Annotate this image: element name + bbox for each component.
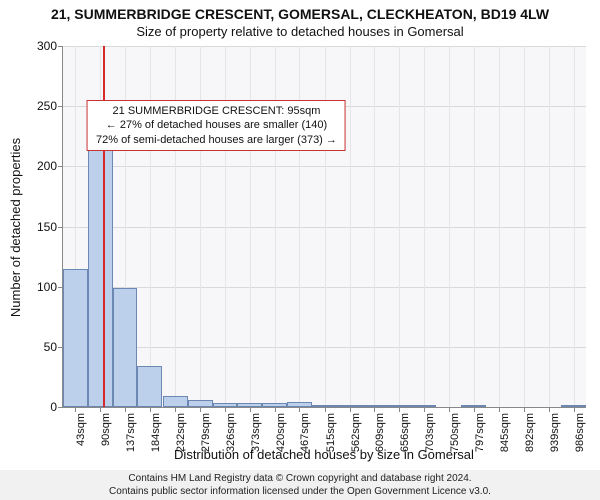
y-tick-label: 0 bbox=[17, 400, 63, 414]
annotation-line: ← 27% of detached houses are smaller (14… bbox=[96, 118, 337, 132]
x-tick-label: 90sqm bbox=[100, 413, 112, 446]
x-tick-mark bbox=[325, 407, 326, 412]
gridline-vertical bbox=[424, 46, 425, 407]
histogram-bar bbox=[137, 366, 162, 407]
x-tick-mark bbox=[549, 407, 550, 412]
x-tick-mark bbox=[299, 407, 300, 412]
histogram-bar bbox=[113, 288, 138, 407]
x-tick-label: 43sqm bbox=[75, 413, 87, 446]
x-tick-mark bbox=[250, 407, 251, 412]
x-tick-mark bbox=[474, 407, 475, 412]
x-tick-mark bbox=[399, 407, 400, 412]
histogram-bar bbox=[63, 269, 88, 407]
x-tick-mark bbox=[200, 407, 201, 412]
gridline-vertical bbox=[474, 46, 475, 407]
x-axis-label: Distribution of detached houses by size … bbox=[62, 447, 586, 462]
x-tick-mark bbox=[75, 407, 76, 412]
annotation-line: 21 SUMMERBRIDGE CRESCENT: 95sqm bbox=[96, 104, 337, 118]
x-tick-mark bbox=[150, 407, 151, 412]
x-tick-mark bbox=[100, 407, 101, 412]
y-tick-label: 300 bbox=[17, 39, 63, 53]
chart-title: 21, SUMMERBRIDGE CRESCENT, GOMERSAL, CLE… bbox=[0, 6, 600, 22]
y-tick-label: 200 bbox=[17, 159, 63, 173]
gridline-vertical bbox=[574, 46, 575, 407]
y-tick-label: 100 bbox=[17, 280, 63, 294]
histogram-bar bbox=[88, 121, 113, 407]
gridline-vertical bbox=[374, 46, 375, 407]
x-tick-mark bbox=[125, 407, 126, 412]
histogram-bar bbox=[362, 405, 387, 407]
annotation-line: 72% of semi-detached houses are larger (… bbox=[96, 133, 337, 147]
gridline-vertical bbox=[449, 46, 450, 407]
histogram-bar bbox=[461, 405, 486, 407]
gridline-vertical bbox=[549, 46, 550, 407]
x-tick-mark bbox=[275, 407, 276, 412]
histogram-bar bbox=[163, 396, 188, 407]
annotation-box: 21 SUMMERBRIDGE CRESCENT: 95sqm← 27% of … bbox=[87, 100, 346, 151]
x-tick-mark bbox=[424, 407, 425, 412]
gridline-vertical bbox=[524, 46, 525, 407]
x-tick-mark bbox=[374, 407, 375, 412]
histogram-bar bbox=[237, 403, 262, 407]
x-tick-mark bbox=[175, 407, 176, 412]
x-tick-mark bbox=[524, 407, 525, 412]
x-tick-mark bbox=[225, 407, 226, 412]
x-tick-mark bbox=[499, 407, 500, 412]
histogram-bar bbox=[287, 402, 312, 407]
x-tick-mark bbox=[350, 407, 351, 412]
x-tick-mark bbox=[574, 407, 575, 412]
histogram-bar bbox=[337, 405, 362, 407]
y-tick-label: 150 bbox=[17, 220, 63, 234]
y-tick-label: 50 bbox=[17, 340, 63, 354]
footer-line-1: Contains HM Land Registry data © Crown c… bbox=[128, 473, 471, 484]
histogram-bar bbox=[561, 405, 586, 407]
histogram-bar bbox=[188, 400, 213, 407]
histogram-bar bbox=[412, 405, 437, 407]
gridline-vertical bbox=[499, 46, 500, 407]
chart-subtitle: Size of property relative to detached ho… bbox=[0, 24, 600, 39]
gridline-vertical bbox=[350, 46, 351, 407]
histogram-bar bbox=[262, 403, 287, 407]
histogram-bar bbox=[387, 405, 412, 407]
y-tick-label: 250 bbox=[17, 99, 63, 113]
footer-line-2: Contains public sector information licen… bbox=[109, 486, 491, 497]
histogram-bar bbox=[312, 405, 337, 407]
chart-container: 21, SUMMERBRIDGE CRESCENT, GOMERSAL, CLE… bbox=[0, 0, 600, 500]
copyright-footer: Contains HM Land Registry data © Crown c… bbox=[0, 470, 600, 500]
histogram-bar bbox=[213, 403, 238, 407]
x-tick-mark bbox=[449, 407, 450, 412]
plot-area: 05010015020025030043sqm90sqm137sqm184sqm… bbox=[62, 46, 586, 408]
gridline-vertical bbox=[399, 46, 400, 407]
